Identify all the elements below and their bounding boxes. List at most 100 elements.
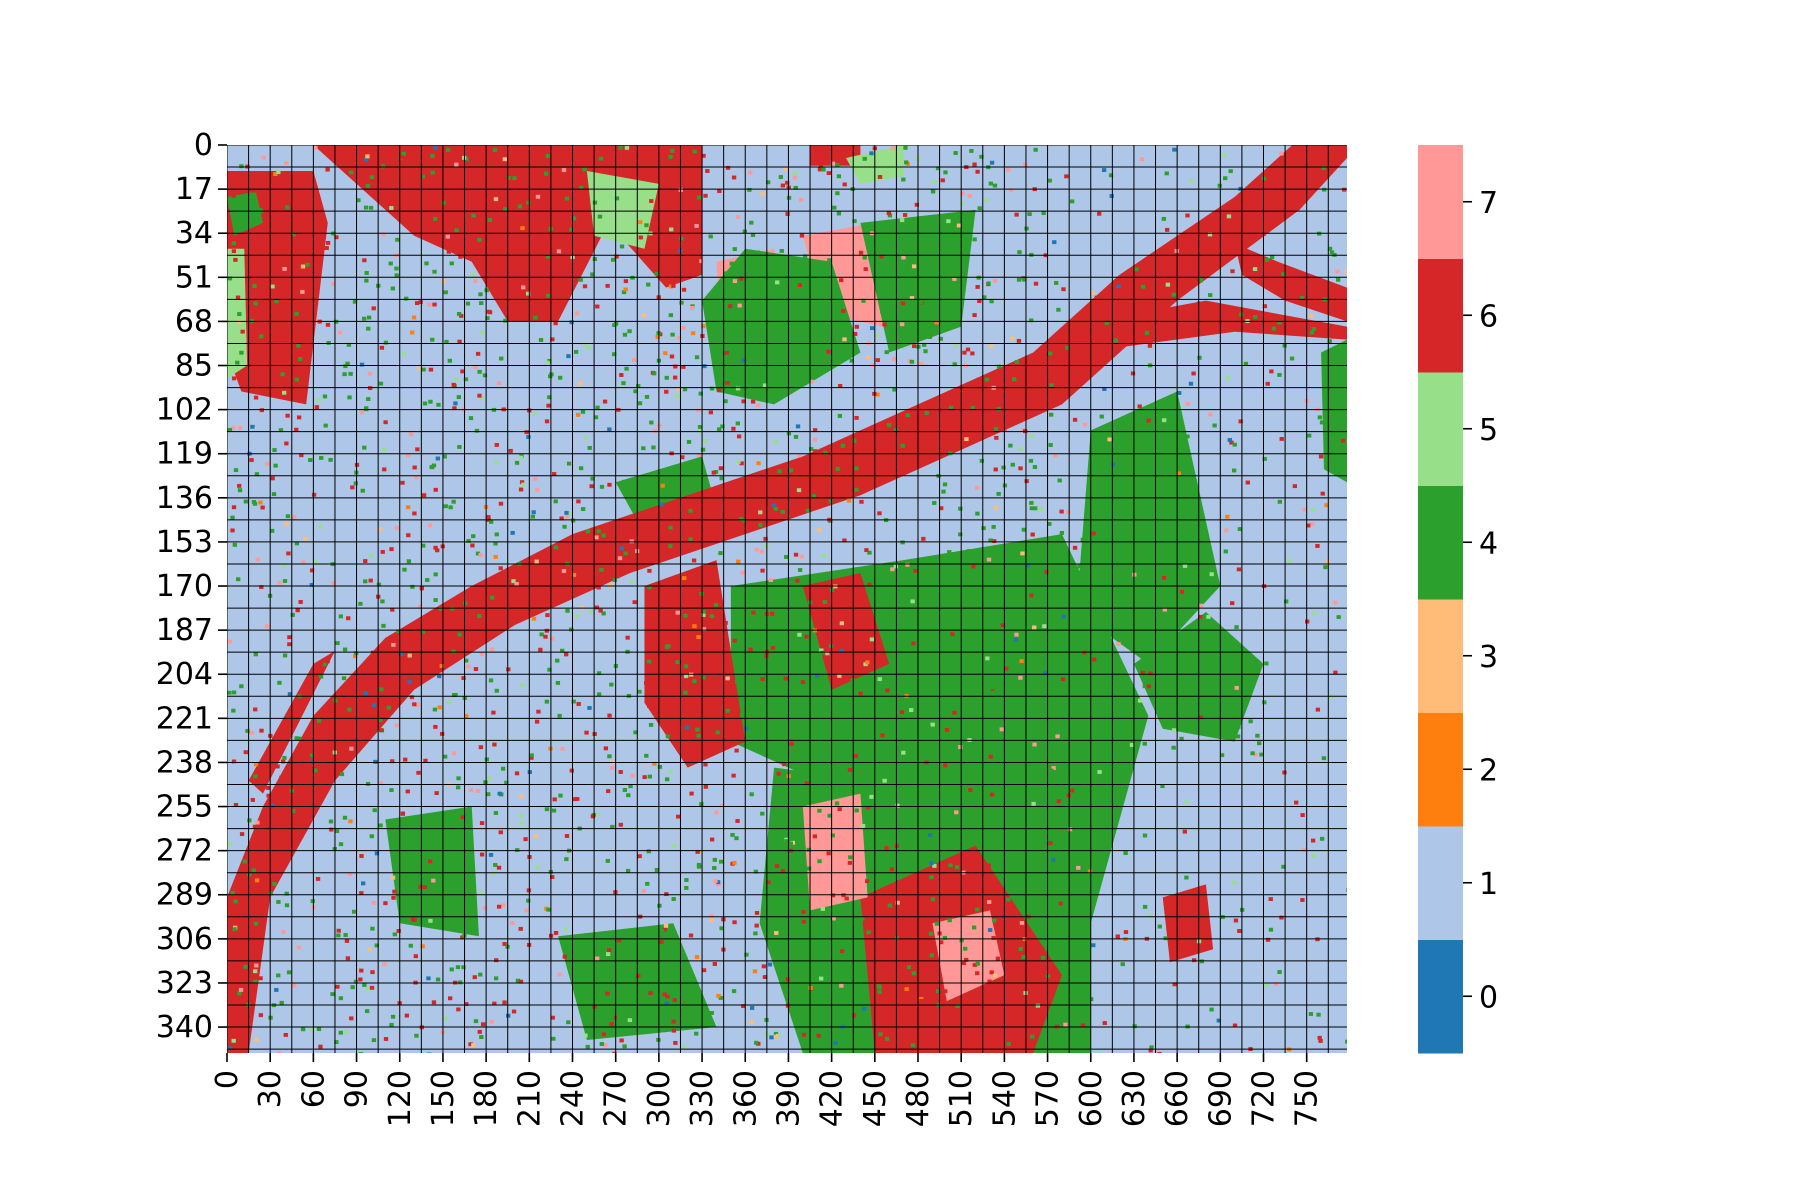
heatmap-cell — [909, 359, 915, 364]
heatmap-cell — [277, 680, 282, 685]
heatmap-cell — [877, 677, 882, 682]
heatmap-cell — [948, 863, 953, 868]
heatmap-cell — [671, 1019, 676, 1024]
heatmap-cell — [869, 151, 874, 156]
heatmap-cell — [564, 172, 569, 177]
heatmap-cell — [713, 602, 719, 607]
heatmap-cell — [395, 237, 400, 242]
colorbar-tick-label: 0 — [1479, 980, 1498, 1015]
heatmap-cell — [992, 183, 998, 188]
heatmap-cell — [996, 364, 1002, 369]
heatmap-cell — [1024, 581, 1029, 586]
heatmap-cell — [399, 155, 404, 160]
heatmap-cell — [493, 554, 498, 559]
heatmap-cell — [368, 554, 374, 558]
heatmap-cell — [1018, 446, 1023, 451]
heatmap-cell — [867, 582, 872, 587]
heatmap-cell — [587, 706, 592, 710]
heatmap-cell — [530, 514, 535, 519]
heatmap-cell — [389, 1022, 394, 1027]
heatmap-cell — [310, 899, 315, 904]
heatmap-cell — [676, 252, 681, 257]
heatmap-cell — [280, 759, 286, 764]
heatmap-cell — [380, 164, 386, 169]
heatmap-cell — [1076, 865, 1081, 870]
heatmap-cell — [836, 174, 842, 179]
heatmap-cell — [884, 1036, 890, 1041]
heatmap-cell — [569, 511, 574, 516]
heatmap-cell — [407, 653, 412, 658]
heatmap-cell — [1165, 282, 1171, 287]
heatmap-cell — [231, 241, 237, 246]
heatmap-cell — [1109, 194, 1114, 198]
heatmap-cell — [938, 940, 944, 945]
heatmap-cell — [898, 783, 904, 788]
heatmap-cell — [406, 559, 412, 564]
heatmap-cell — [1032, 465, 1038, 469]
heatmap-cell — [443, 504, 448, 509]
heatmap-cell — [231, 690, 237, 695]
heatmap-cell — [861, 1007, 867, 1011]
heatmap-cell — [590, 272, 595, 277]
x-tick-label: 750 — [1290, 1070, 1325, 1127]
heatmap-cell — [526, 435, 531, 439]
heatmap-cell — [235, 295, 241, 300]
heatmap-cell — [1309, 330, 1315, 335]
heatmap-cell — [247, 818, 252, 823]
heatmap-cell — [441, 200, 446, 205]
heatmap-cell — [654, 665, 659, 670]
heatmap-cell — [942, 580, 947, 585]
heatmap-cell — [322, 394, 328, 399]
heatmap-plot-area — [227, 145, 1347, 1053]
heatmap-cell — [454, 162, 459, 167]
heatmap-cell — [296, 945, 302, 950]
heatmap-cell — [1000, 623, 1005, 628]
heatmap-cell — [1006, 1042, 1011, 1047]
heatmap-cell — [699, 259, 704, 264]
heatmap-cell — [688, 508, 693, 513]
heatmap-cell — [964, 957, 969, 962]
heatmap-cell — [654, 868, 660, 872]
heatmap-cell — [363, 205, 369, 210]
heatmap-cell — [1344, 269, 1347, 274]
heatmap-cell — [1255, 733, 1260, 738]
heatmap-cell — [659, 940, 664, 945]
heatmap-cell — [557, 972, 562, 977]
heatmap-cell — [382, 962, 387, 967]
heatmap-cell — [1061, 702, 1066, 707]
heatmap-cell — [1135, 332, 1140, 337]
heatmap-cell — [1053, 453, 1058, 458]
heatmap-cell — [470, 543, 475, 548]
heatmap-cell — [811, 494, 817, 499]
heatmap-cell — [465, 907, 470, 912]
heatmap-cell — [479, 301, 484, 306]
heatmap-cell — [252, 284, 257, 289]
heatmap-cell — [407, 680, 412, 684]
heatmap-cell — [521, 285, 526, 290]
heatmap-cell — [410, 584, 415, 589]
heatmap-cell — [741, 358, 746, 363]
heatmap-cell — [346, 342, 352, 347]
heatmap-cell — [801, 909, 806, 914]
heatmap-cell — [623, 551, 628, 556]
heatmap-cell — [1322, 187, 1327, 192]
heatmap-cell — [250, 318, 255, 323]
heatmap-cell — [1281, 864, 1286, 869]
heatmap-cell — [466, 611, 471, 616]
heatmap-cell — [378, 718, 383, 722]
heatmap-cell — [668, 525, 673, 530]
heatmap-cell — [662, 992, 667, 997]
heatmap-cell — [854, 324, 859, 329]
heatmap-cell — [394, 525, 400, 530]
heatmap-cell — [1172, 147, 1177, 152]
heatmap-cell — [869, 326, 875, 331]
heatmap-cell — [1006, 168, 1011, 172]
heatmap-cell — [381, 447, 387, 452]
heatmap-cell — [437, 674, 442, 679]
heatmap-cell — [1019, 920, 1025, 925]
heatmap-cell — [487, 218, 493, 223]
heatmap-cell — [479, 1035, 484, 1040]
heatmap-cell — [993, 1019, 998, 1024]
heatmap-cell — [390, 875, 396, 880]
heatmap-cell — [609, 682, 614, 687]
